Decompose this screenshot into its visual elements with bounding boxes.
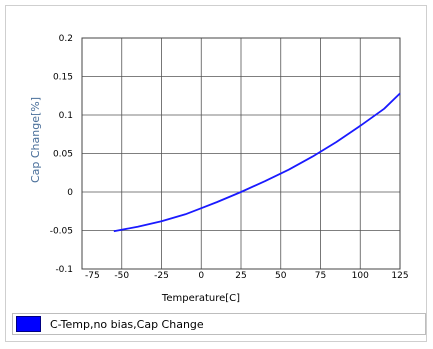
tick-labels: -75 -50 -25 0 25 50 75 100 125 0.2 0.15 0.1 0.05 0 -0.… [50,34,409,281]
series-layer [113,92,401,233]
y-tick-label: 0.2 [59,34,73,44]
x-tick-label: 25 [235,271,246,281]
x-tick-label: -50 [114,271,129,281]
y-tick-label: -0.05 [50,227,73,237]
x-tick-label: 125 [391,271,408,281]
legend: C-Temp,no bias,Cap Change [12,313,426,335]
x-tick-label: 0 [198,271,204,281]
y-tick-label: 0 [67,188,73,198]
y-tick-label: 0.05 [53,150,73,160]
x-tick-label: 100 [352,271,369,281]
plot-border [81,37,401,270]
legend-swatch [16,316,41,332]
y-tick-label: 0.1 [59,111,73,121]
y-axis-title: Cap Change[%] [29,97,42,183]
series-line [113,92,401,233]
grid-layer [81,37,401,270]
x-axis-title: Temperature[C] [161,293,240,304]
x-tick-label: 75 [315,271,326,281]
y-tick-label: 0.15 [53,73,73,83]
y-tick-label: -0.1 [55,265,73,275]
x-tick-label: -75 [85,271,100,281]
x-tick-label: 50 [275,271,287,281]
x-tick-label: -25 [154,271,169,281]
legend-label: C-Temp,no bias,Cap Change [50,318,204,331]
